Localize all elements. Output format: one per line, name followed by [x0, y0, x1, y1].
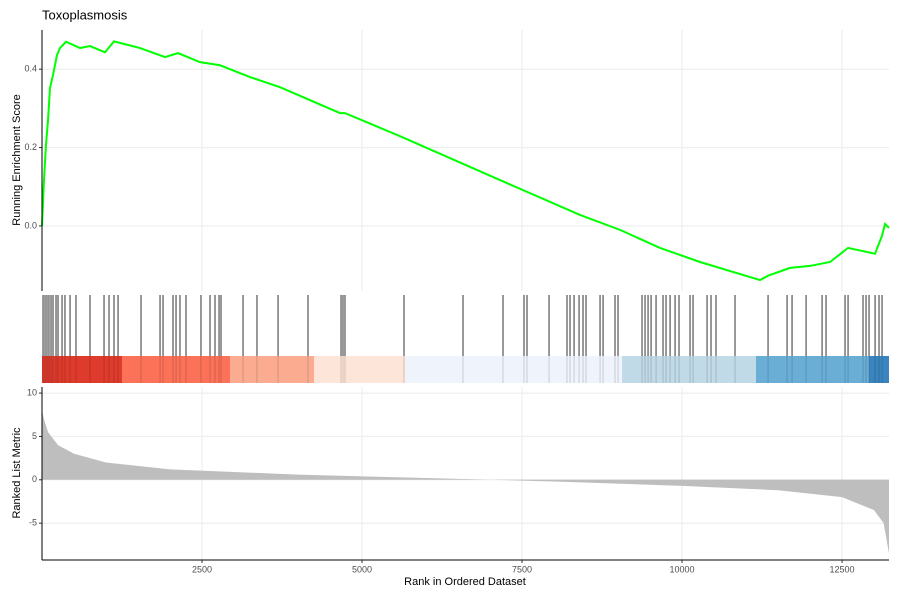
rank-band	[869, 356, 889, 383]
rank-band	[756, 356, 870, 383]
metric-area	[42, 410, 889, 554]
rank-band	[42, 356, 123, 383]
chart-title: Toxoplasmosis	[42, 7, 128, 22]
rank-band	[314, 356, 406, 383]
x-tick-label: 2500	[192, 564, 212, 574]
rank-band	[405, 356, 623, 383]
x-tick-label: 12500	[830, 564, 855, 574]
rank-band	[622, 356, 757, 383]
running-score-line	[41, 40, 890, 282]
x-tick-label: 5000	[352, 564, 372, 574]
y-tick-label: 0	[32, 474, 37, 484]
y-axis-label: Running Enrichment Score	[11, 94, 23, 225]
y-tick-label: 0.0	[24, 220, 37, 230]
x-tick-label: 7500	[512, 564, 532, 574]
y-tick-label: 0.4	[24, 64, 37, 74]
y-tick-label: 10	[27, 387, 37, 397]
y-tick-label: -5	[29, 518, 37, 528]
y-tick-label: 5	[32, 431, 37, 441]
y-axis-label: Ranked List Metric	[11, 427, 23, 519]
x-axis-label: Rank in Ordered Dataset	[404, 576, 526, 588]
x-tick-label: 10000	[670, 564, 695, 574]
y-tick-label: 0.2	[24, 142, 37, 152]
rank-band	[122, 356, 231, 383]
rank-band	[230, 356, 315, 383]
